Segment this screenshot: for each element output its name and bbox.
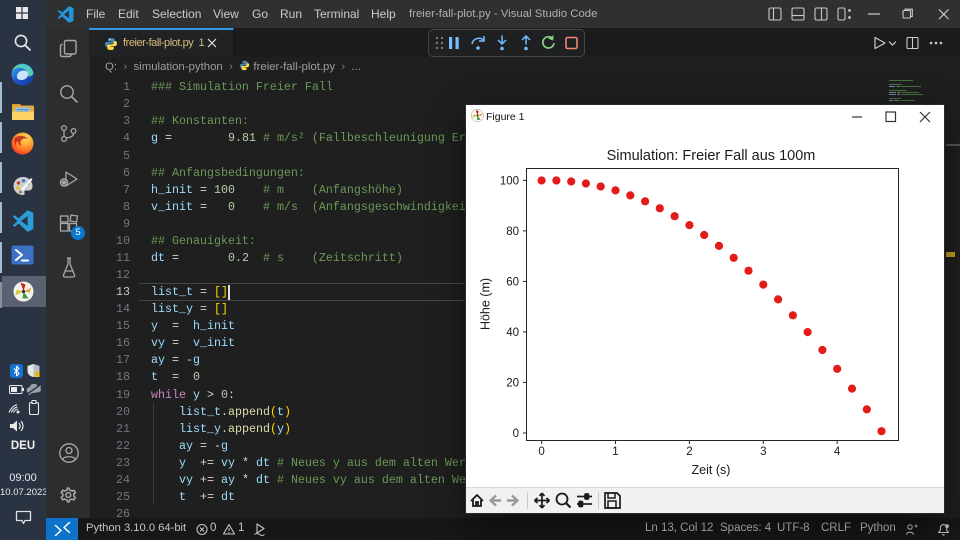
- svg-text:Zeit (s): Zeit (s): [692, 463, 731, 477]
- svg-text:0: 0: [513, 428, 519, 440]
- svg-text:2: 2: [686, 446, 692, 458]
- svg-text:0: 0: [538, 446, 544, 458]
- svg-text:!: !: [36, 372, 37, 378]
- svg-text:1: 1: [612, 446, 618, 458]
- svg-text:3: 3: [760, 446, 766, 458]
- svg-text:20: 20: [506, 377, 519, 389]
- svg-text:60: 60: [506, 276, 519, 288]
- svg-text:Simulation: Freier Fall aus 10: Simulation: Freier Fall aus 100m: [607, 148, 816, 164]
- svg-text:Höhe (m): Höhe (m): [479, 278, 493, 330]
- svg-text:40: 40: [506, 327, 519, 339]
- svg-text:100: 100: [500, 175, 519, 187]
- svg-text:80: 80: [506, 226, 519, 238]
- svg-text:4: 4: [834, 446, 841, 458]
